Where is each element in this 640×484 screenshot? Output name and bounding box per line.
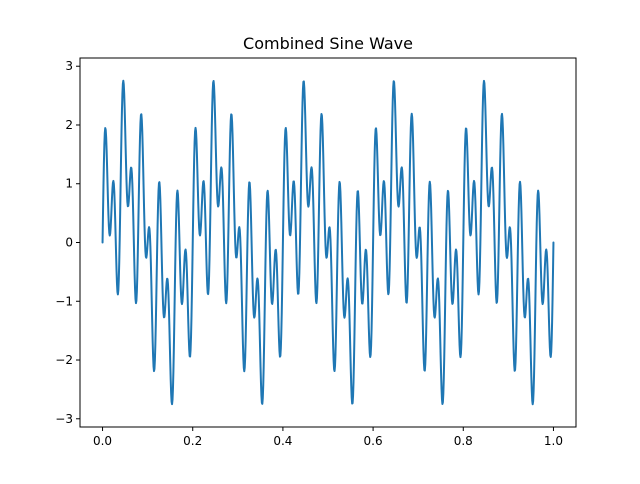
x-tick-label: 1.0 <box>544 434 563 448</box>
x-axis: 0.0 0.2 0.4 0.6 0.8 1.0 <box>93 427 563 448</box>
x-tick-label: 0.0 <box>93 434 112 448</box>
y-tick-label: 0 <box>65 236 73 250</box>
series-line-combined-sine-wave <box>101 79 555 406</box>
x-tick-label: 0.6 <box>364 434 383 448</box>
y-tick-label: −1 <box>55 294 73 308</box>
y-tick-label: −3 <box>55 412 73 426</box>
y-tick-label: −2 <box>55 353 73 367</box>
chart-title: Combined Sine Wave <box>243 34 413 53</box>
y-axis: −3 −2 −1 0 1 2 3 <box>55 59 80 426</box>
x-tick-label: 0.2 <box>183 434 202 448</box>
y-tick-label: 1 <box>65 177 73 191</box>
y-tick-label: 2 <box>65 118 73 132</box>
x-tick-label: 0.8 <box>454 434 473 448</box>
x-tick-label: 0.4 <box>273 434 292 448</box>
plot-area <box>79 57 577 428</box>
y-tick-label: 3 <box>65 59 73 73</box>
